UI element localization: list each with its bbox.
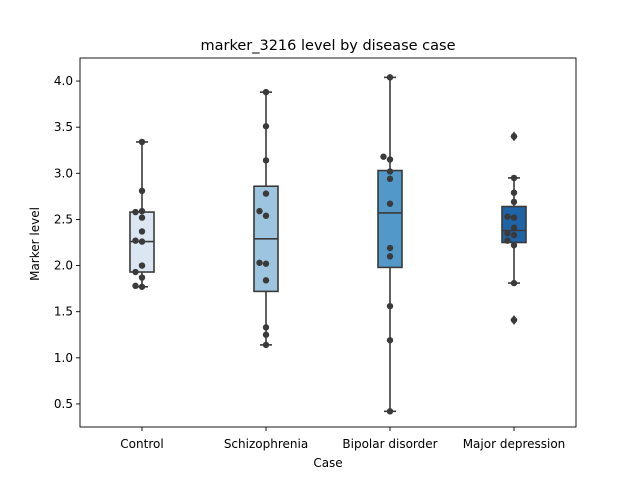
data-point bbox=[386, 168, 394, 175]
data-point bbox=[386, 302, 394, 310]
data-point bbox=[262, 123, 270, 130]
data-point bbox=[510, 231, 518, 239]
plot-area bbox=[79, 57, 577, 428]
data-point bbox=[504, 237, 511, 244]
data-point bbox=[132, 237, 139, 244]
data-point bbox=[386, 200, 394, 207]
data-point bbox=[386, 253, 394, 260]
data-point bbox=[138, 238, 146, 245]
points-schizophrenia bbox=[256, 88, 270, 349]
box bbox=[377, 169, 403, 269]
data-point bbox=[386, 244, 394, 252]
data-point bbox=[386, 156, 394, 163]
data-point bbox=[386, 337, 394, 344]
x-tick-label: Bipolar disorder bbox=[342, 437, 437, 451]
plot-frame bbox=[79, 57, 577, 428]
data-point bbox=[386, 408, 394, 415]
x-axis-label: Case bbox=[313, 456, 342, 470]
points-major-depression bbox=[504, 133, 518, 324]
data-point bbox=[256, 207, 263, 215]
y-tick-label: 1.0 bbox=[54, 351, 73, 365]
data-point bbox=[510, 316, 518, 324]
data-point bbox=[138, 283, 146, 290]
data-point bbox=[510, 133, 518, 140]
data-point bbox=[510, 224, 518, 231]
data-point bbox=[138, 138, 146, 146]
data-point bbox=[510, 242, 518, 249]
x-tick-label: Control bbox=[120, 437, 163, 451]
data-point bbox=[132, 268, 139, 276]
y-tick-label: 3.0 bbox=[54, 166, 73, 180]
data-point bbox=[138, 187, 146, 195]
data-point bbox=[504, 213, 511, 220]
y-tick-label: 2.0 bbox=[54, 259, 73, 273]
x-tick-label: Schizophrenia bbox=[224, 437, 308, 451]
points-control bbox=[132, 138, 146, 290]
data-point bbox=[510, 198, 518, 206]
data-point bbox=[132, 282, 139, 290]
data-point bbox=[256, 259, 263, 266]
y-tick-label: 3.5 bbox=[54, 120, 73, 134]
data-point bbox=[262, 260, 270, 267]
points-bipolar-disorder bbox=[380, 74, 394, 415]
data-point bbox=[386, 74, 394, 81]
data-point bbox=[138, 262, 146, 269]
y-tick-label: 2.5 bbox=[54, 212, 73, 226]
data-point bbox=[262, 88, 270, 96]
data-point bbox=[504, 230, 511, 237]
data-point bbox=[510, 279, 518, 287]
data-point bbox=[138, 274, 146, 281]
data-point bbox=[262, 324, 270, 331]
data-point bbox=[510, 214, 518, 221]
data-point bbox=[510, 189, 518, 196]
x-tick-label: Major depression bbox=[463, 437, 566, 451]
data-point bbox=[262, 331, 270, 338]
data-point bbox=[138, 228, 146, 235]
data-point bbox=[510, 174, 518, 182]
y-axis-label: Marker level bbox=[28, 207, 42, 281]
data-point bbox=[132, 208, 139, 216]
data-point bbox=[262, 190, 270, 197]
y-axis: 0.5 1.0 1.5 2.0 2.5 3.0 3.5 4.0 bbox=[54, 74, 80, 411]
x-axis: Control Schizophrenia Bipolar disorder Majo… bbox=[120, 427, 565, 451]
data-point bbox=[138, 207, 146, 215]
data-point bbox=[138, 214, 146, 221]
data-point bbox=[380, 153, 387, 160]
y-tick-label: 4.0 bbox=[54, 74, 73, 88]
data-point bbox=[262, 157, 270, 164]
box-group-bipolar-disorder bbox=[377, 76, 403, 413]
data-point bbox=[262, 277, 270, 284]
y-tick-label: 0.5 bbox=[54, 397, 73, 411]
y-tick-label: 1.5 bbox=[54, 305, 73, 319]
chart-title: marker_3216 level by disease case bbox=[201, 38, 456, 54]
data-point bbox=[386, 175, 394, 183]
data-point bbox=[262, 212, 270, 219]
data-point bbox=[262, 341, 270, 349]
